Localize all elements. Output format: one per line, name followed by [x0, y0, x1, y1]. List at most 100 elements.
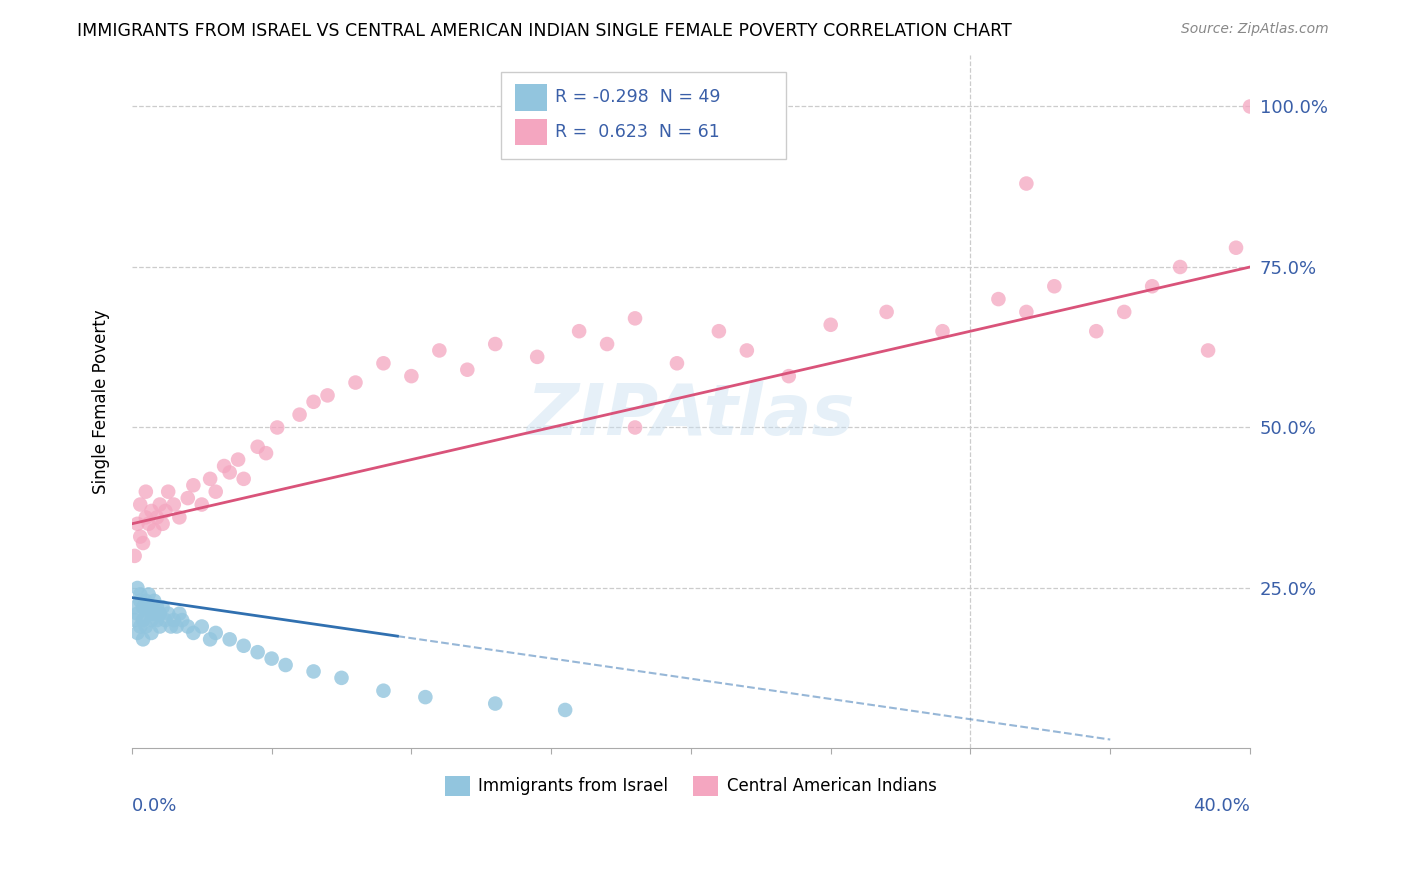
Point	[132, 632, 155, 647]
Point	[157, 607, 180, 621]
Point	[1197, 343, 1219, 358]
Point	[568, 324, 591, 338]
Point	[138, 516, 160, 531]
Point	[1085, 324, 1108, 338]
Text: R =  0.623  N = 61: R = 0.623 N = 61	[554, 123, 720, 141]
Point	[129, 498, 152, 512]
FancyBboxPatch shape	[501, 72, 786, 159]
Point	[169, 510, 191, 524]
Text: IMMIGRANTS FROM ISRAEL VS CENTRAL AMERICAN INDIAN SINGLE FEMALE POVERTY CORRELAT: IMMIGRANTS FROM ISRAEL VS CENTRAL AMERIC…	[77, 22, 1012, 40]
Point	[624, 311, 647, 326]
Point	[876, 305, 898, 319]
Point	[232, 639, 254, 653]
Point	[484, 697, 506, 711]
Point	[141, 504, 163, 518]
Point	[135, 484, 157, 499]
Point	[274, 658, 297, 673]
Point	[232, 472, 254, 486]
Point	[143, 594, 166, 608]
Point	[135, 510, 157, 524]
Point	[246, 440, 269, 454]
Point	[190, 498, 212, 512]
Point	[212, 458, 235, 473]
Point	[135, 594, 157, 608]
Point	[1043, 279, 1066, 293]
Point	[778, 369, 800, 384]
Point	[931, 324, 953, 338]
Point	[183, 626, 205, 640]
Point	[246, 645, 269, 659]
Point	[218, 632, 240, 647]
Point	[344, 376, 367, 390]
Point	[129, 587, 152, 601]
Point	[172, 613, 194, 627]
Point	[152, 600, 174, 615]
Point	[138, 587, 160, 601]
Point	[218, 466, 240, 480]
Point	[1114, 305, 1136, 319]
Point	[177, 619, 200, 633]
Point	[190, 619, 212, 633]
Text: Source: ZipAtlas.com: Source: ZipAtlas.com	[1181, 22, 1329, 37]
Point	[1239, 99, 1261, 113]
Point	[288, 408, 311, 422]
Point	[415, 690, 437, 705]
Point	[665, 356, 688, 370]
Point	[427, 343, 450, 358]
Point	[157, 484, 180, 499]
Point	[166, 619, 188, 633]
Point	[596, 337, 619, 351]
Point	[987, 292, 1010, 306]
Point	[198, 472, 221, 486]
Point	[141, 613, 163, 627]
Point	[129, 594, 152, 608]
Point	[127, 581, 149, 595]
Text: R = -0.298  N = 49: R = -0.298 N = 49	[554, 88, 720, 106]
Point	[149, 619, 172, 633]
Point	[141, 607, 163, 621]
Point	[260, 651, 283, 665]
Point	[132, 600, 155, 615]
FancyBboxPatch shape	[516, 84, 547, 111]
Point	[330, 671, 353, 685]
Point	[124, 549, 146, 563]
Text: 40.0%: 40.0%	[1194, 797, 1250, 815]
Point	[484, 337, 506, 351]
Point	[129, 619, 152, 633]
Point	[146, 510, 169, 524]
Point	[1015, 305, 1038, 319]
Point	[198, 632, 221, 647]
Point	[373, 683, 395, 698]
Point	[316, 388, 339, 402]
Point	[155, 613, 177, 627]
Point	[526, 350, 548, 364]
Point	[266, 420, 288, 434]
Point	[735, 343, 758, 358]
Text: 0.0%: 0.0%	[132, 797, 177, 815]
Point	[124, 613, 146, 627]
Point	[143, 523, 166, 537]
Point	[226, 452, 249, 467]
Point	[124, 600, 146, 615]
Point	[1168, 260, 1191, 274]
FancyBboxPatch shape	[516, 119, 547, 145]
Point	[254, 446, 277, 460]
Point	[302, 665, 325, 679]
Point	[456, 362, 478, 376]
Point	[135, 607, 157, 621]
Point	[127, 626, 149, 640]
Point	[169, 607, 191, 621]
Point	[146, 600, 169, 615]
Point	[707, 324, 730, 338]
Point	[146, 613, 169, 627]
Point	[163, 613, 186, 627]
Point	[138, 600, 160, 615]
Point	[163, 498, 186, 512]
Point	[152, 516, 174, 531]
Point	[820, 318, 842, 332]
Point	[204, 484, 226, 499]
Point	[204, 626, 226, 640]
Point	[149, 498, 172, 512]
Text: ZIPAtlas: ZIPAtlas	[527, 381, 855, 450]
Point	[135, 619, 157, 633]
